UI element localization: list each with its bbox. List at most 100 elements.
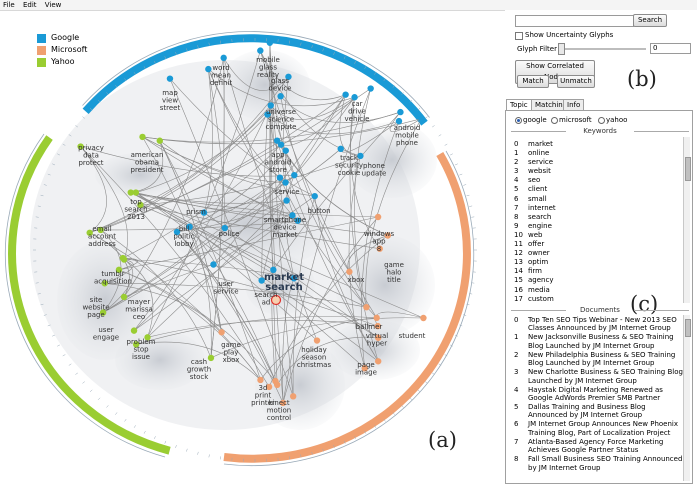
topic-label[interactable]: service	[274, 188, 299, 196]
topic-node[interactable]	[207, 354, 215, 362]
topic-label[interactable]: student	[399, 332, 426, 340]
document-row[interactable]: 7 Atlanta-Based Agency Force Marketing Ac…	[514, 438, 684, 455]
keyword-row[interactable]: 1 online	[514, 149, 684, 158]
topic-node[interactable]	[277, 141, 285, 148]
topic-node[interactable]	[120, 293, 128, 301]
topic-node[interactable]	[397, 108, 404, 116]
topic-node[interactable]	[264, 111, 271, 118]
topic-node[interactable]	[274, 381, 281, 389]
topic-node[interactable]	[420, 314, 427, 322]
topic-node[interactable]	[200, 209, 208, 216]
topic-label[interactable]: button	[307, 207, 330, 215]
topic-node[interactable]	[363, 304, 370, 311]
topic-label[interactable]: car drive vehicle	[345, 100, 370, 123]
topic-node[interactable]	[144, 334, 151, 341]
topic-node[interactable]	[357, 152, 364, 160]
topic-node[interactable]	[132, 189, 140, 196]
keyword-row[interactable]: 9 engine	[514, 222, 684, 231]
topic-node[interactable]	[283, 197, 290, 204]
search-input[interactable]	[515, 15, 634, 27]
uncertainty-checkbox[interactable]	[515, 32, 523, 40]
topic-label[interactable]: mayer marissa ceo	[125, 298, 153, 321]
document-row[interactable]: 4 Haystak Digital Marketing Renewed as Go…	[514, 386, 684, 403]
topic-node[interactable]	[270, 294, 282, 306]
keyword-row[interactable]: 5 client	[514, 185, 684, 194]
glyph-filter-input[interactable]: 0	[650, 43, 691, 54]
topic-node[interactable]	[99, 309, 107, 316]
topic-node[interactable]	[139, 133, 146, 141]
keyword-row[interactable]: 10 web	[514, 231, 684, 240]
topic-node[interactable]	[374, 334, 382, 341]
topic-label[interactable]: american obama president	[131, 151, 164, 174]
topic-node[interactable]	[374, 322, 382, 330]
keyword-row[interactable]: 17 custom	[514, 295, 684, 304]
topic-label[interactable]: map view street	[160, 89, 181, 112]
topic-node[interactable]	[342, 91, 349, 98]
topic-label[interactable]: bill politic lobby	[173, 225, 194, 248]
radio-google[interactable]	[515, 117, 522, 124]
topic-node[interactable]	[119, 254, 127, 262]
topic-node[interactable]	[418, 115, 425, 122]
document-row[interactable]: 3 New Charlotte Business & SEO Training B…	[514, 368, 684, 385]
glyph-filter-slider[interactable]	[558, 43, 565, 55]
topic-node[interactable]	[351, 94, 358, 101]
topic-label[interactable]: cash growth stock	[187, 358, 211, 381]
topic-label[interactable]: android mobile phone	[394, 124, 421, 147]
menu-view[interactable]: View	[44, 1, 62, 9]
topic-node[interactable]	[277, 93, 284, 100]
topic-node[interactable]	[376, 245, 383, 252]
topic-node[interactable]	[285, 73, 292, 80]
keyword-row[interactable]: 12 owner	[514, 249, 684, 258]
topic-node[interactable]	[273, 137, 281, 144]
document-row[interactable]: 2 New Philadelphia Business & SEO Trainin…	[514, 351, 684, 368]
topic-node[interactable]	[384, 232, 391, 239]
unmatch-button[interactable]: Unmatch	[557, 75, 595, 88]
topic-node[interactable]	[166, 75, 174, 82]
topic-label[interactable]: user service	[213, 280, 238, 296]
topic-node[interactable]	[257, 376, 264, 384]
topic-node[interactable]	[395, 117, 403, 125]
radio-microsoft[interactable]	[551, 117, 558, 124]
topic-label[interactable]: problem stop issue	[127, 338, 156, 361]
keyword-row[interactable]: 11 offer	[514, 240, 684, 249]
topic-node[interactable]	[218, 329, 225, 336]
topic-node[interactable]	[257, 47, 264, 54]
topic-node[interactable]	[282, 147, 289, 154]
topic-node[interactable]	[86, 229, 93, 236]
topic-node[interactable]	[282, 179, 289, 186]
topic-node[interactable]	[279, 399, 287, 407]
topic-label[interactable]: virtual hyper	[366, 332, 388, 348]
topic-label[interactable]: track security cookie	[335, 154, 363, 177]
topic-node[interactable]	[137, 201, 144, 209]
document-row[interactable]: 6 JM Internet Group Announces New Phoenix…	[514, 420, 684, 437]
topic-node[interactable]	[186, 223, 193, 230]
topic-label[interactable]: police	[219, 230, 240, 238]
topic-label[interactable]: app android store	[265, 151, 292, 174]
topic-node[interactable]	[127, 189, 134, 196]
search-button[interactable]: Search	[633, 14, 667, 27]
document-row[interactable]: 1 New Jacksonville Business & SEO Trainin…	[514, 333, 684, 350]
topic-node[interactable]	[156, 137, 163, 144]
keyword-row[interactable]: 0 market	[514, 140, 684, 149]
topic-node[interactable]	[101, 280, 108, 287]
topic-node[interactable]	[294, 217, 302, 224]
topic-label[interactable]: tumblr acquisition	[94, 270, 132, 286]
topic-node[interactable]	[367, 85, 374, 92]
match-button[interactable]: Match	[517, 75, 549, 88]
topic-node[interactable]	[337, 145, 344, 153]
topic-label[interactable]: ballmer	[356, 323, 383, 331]
topic-label[interactable]: page image	[355, 361, 377, 377]
documents-scrollbar[interactable]	[683, 315, 691, 481]
topic-node[interactable]	[221, 224, 228, 232]
glyph-filter-track[interactable]	[560, 48, 646, 50]
topic-label[interactable]: kinect motion control	[267, 399, 292, 422]
keyword-row[interactable]: 2 service	[514, 158, 684, 167]
topic-label[interactable]: game halo title	[384, 261, 404, 284]
topic-node[interactable]	[265, 383, 273, 391]
topic-label[interactable]: top search 2013	[124, 198, 147, 221]
topic-node[interactable]	[132, 341, 140, 348]
topic-label[interactable]: market search	[264, 272, 304, 293]
topic-node[interactable]	[289, 212, 296, 219]
keyword-row[interactable]: 6 small	[514, 195, 684, 204]
